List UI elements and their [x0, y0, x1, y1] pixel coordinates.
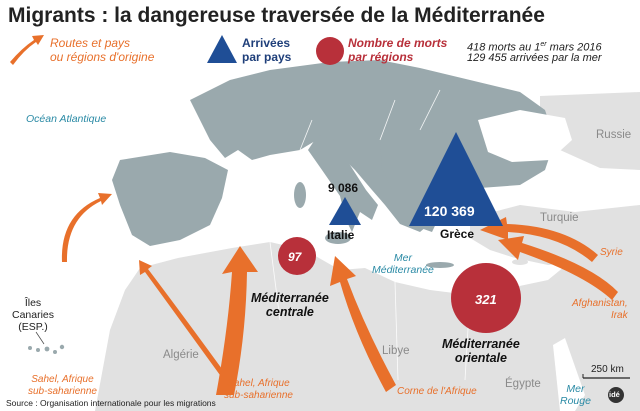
summary-deaths-sup: er [540, 41, 547, 48]
logo-text: idé [609, 390, 620, 399]
country-algeria-label: Algérie [163, 349, 199, 361]
death-eastern-value: 321 [475, 292, 497, 307]
black-sea-shape [478, 110, 572, 162]
borders [227, 89, 576, 381]
canary-islands [28, 344, 65, 354]
sea-atlantic-label: Océan Atlantique [26, 113, 107, 125]
arrival-greece-triangle [409, 132, 503, 226]
legend-arrival-triangle [207, 35, 237, 63]
arrival-greece-label: Grèce [440, 227, 475, 241]
route-atlantic [61, 193, 112, 262]
sea-red-label: Mer Rouge [560, 383, 591, 407]
island-sicily [325, 232, 351, 244]
region-eastern-label: Méditerranée orientale [442, 337, 520, 365]
route-syria-label: Syrie [600, 247, 623, 258]
sea-mediterranean-label: Mer Méditerranée [372, 252, 434, 276]
island-sardinia [294, 182, 306, 208]
death-eastern-circle [451, 263, 521, 333]
arrival-italy-value: 9 086 [328, 181, 359, 195]
country-libya-label: Libye [382, 345, 410, 357]
country-russia-label: Russie [596, 129, 632, 141]
land-italy [308, 135, 378, 232]
arrival-italy-triangle [329, 197, 361, 225]
map-title: Migrants : la dangereuse traversée de la… [8, 4, 545, 27]
route-afghanistan [498, 236, 618, 300]
canaries-leader [35, 331, 45, 345]
route-afghanistan-label: Afghanistan, Irak [572, 298, 628, 321]
summary-deaths-text: 418 morts au 1 [467, 41, 541, 54]
routes [10, 35, 618, 395]
route-central-horn [330, 256, 396, 392]
route-sahel-west-label: Sahel, Afrique sub-saharienne [28, 374, 97, 397]
death-central-value: 97 [288, 250, 302, 264]
summary-arrivals: 129 455 arrivées par la mer [467, 52, 602, 64]
land-iberia [112, 152, 228, 246]
summary-deaths: 418 morts au 1er mars 2016 [467, 38, 602, 55]
country-canaries-label: Îles Canaries (ESP.) [12, 297, 55, 333]
route-sahel-central-label: Sahel, Afrique sub-saharienne [224, 378, 293, 401]
arrival-italy-label: Italie [327, 228, 355, 242]
route-west-africa [139, 260, 230, 382]
arrival-greece-value: 120 369 [424, 203, 475, 219]
route-syria [480, 217, 598, 262]
land-russia [540, 92, 640, 170]
country-turkey-label: Turquie [540, 212, 579, 224]
summary-deaths-date: mars 2016 [546, 41, 602, 54]
island-crete [426, 262, 454, 268]
legend-routes-label: Routes et pays ou régions d'origine [50, 36, 155, 64]
island-cyprus [512, 259, 528, 265]
red-sea-shape [553, 338, 585, 411]
route-central-west [216, 246, 258, 395]
legend-death-circle [316, 37, 344, 65]
legend-route-arrow [10, 35, 44, 65]
scale-label: 250 km [591, 364, 624, 375]
legend-arrivals-label: Arrivées par pays [242, 36, 292, 64]
legend-deaths-label: Nombre de morts par régions [348, 36, 448, 64]
source-note: Source : Organisation internationale pou… [6, 398, 216, 408]
death-central-circle [278, 237, 316, 275]
logo-badge [608, 387, 624, 403]
region-central-label: Méditerranée centrale [251, 291, 329, 319]
country-egypt-label: Égypte [505, 378, 541, 390]
route-horn-label: Corne de l'Afrique [397, 386, 477, 397]
